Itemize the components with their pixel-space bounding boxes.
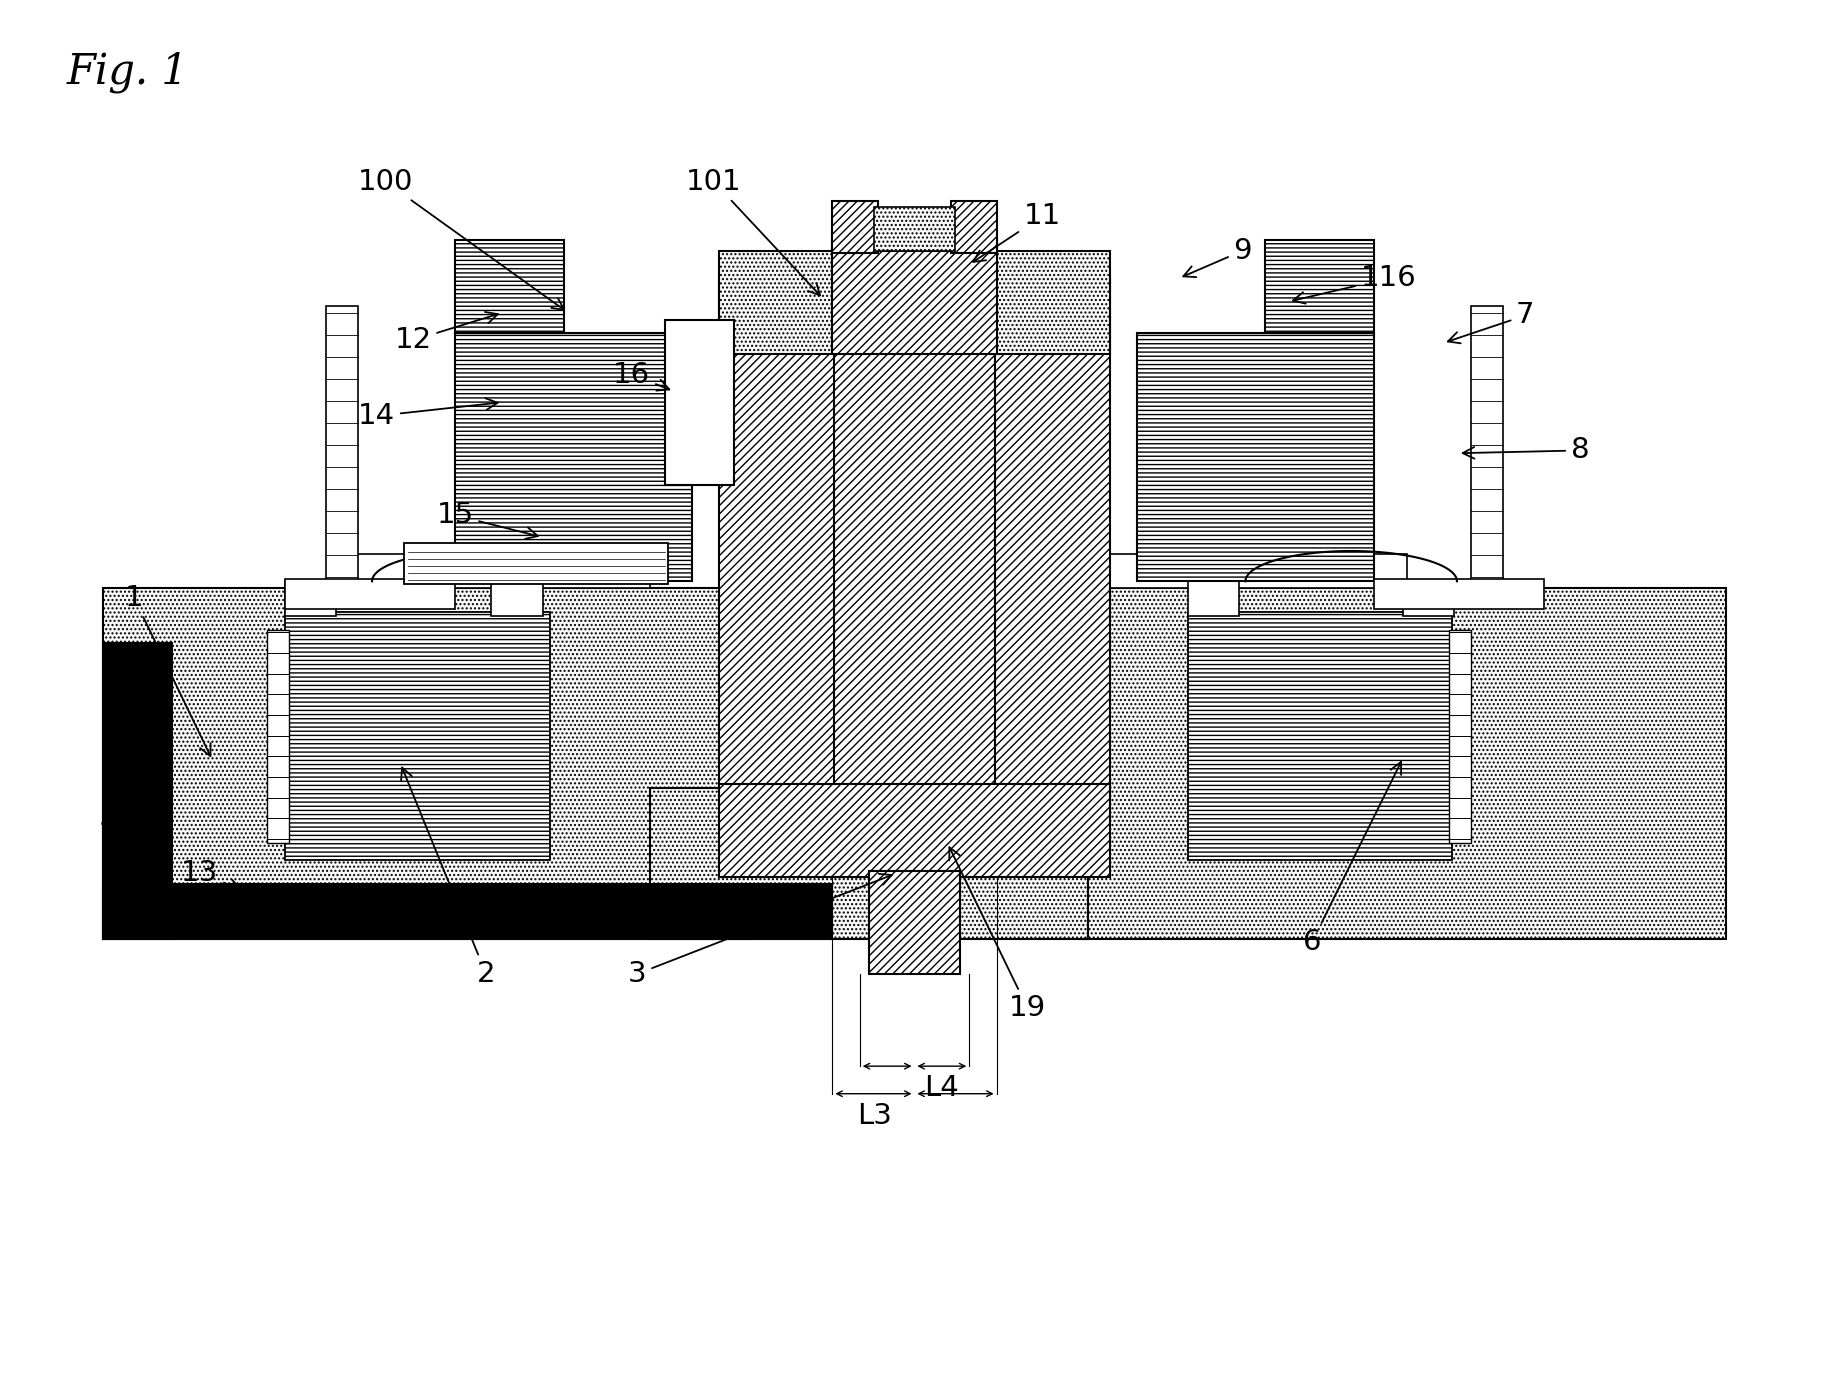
Bar [404,542,668,584]
Bar [719,278,834,788]
Bar [326,306,358,581]
Bar [1471,306,1503,581]
Bar [285,581,337,615]
Bar [1189,611,1452,860]
Text: 7: 7 [1449,301,1535,343]
Bar [492,581,543,615]
Bar [102,643,172,939]
Text: 13: 13 [181,859,241,891]
Bar [102,884,832,939]
Text: 14: 14 [358,398,497,430]
Bar [1079,588,1727,939]
Text: 4: 4 [99,808,117,837]
Bar [1264,239,1374,333]
Bar [1374,578,1544,609]
Text: 101: 101 [686,167,819,296]
Text: 12: 12 [395,313,497,354]
Bar [951,201,997,253]
Text: L3: L3 [858,1102,893,1130]
Bar [719,250,838,354]
Text: 15: 15 [437,501,538,539]
Text: 9: 9 [1183,236,1253,277]
Bar [832,250,997,354]
Text: 8: 8 [1463,437,1589,465]
Bar [267,629,289,844]
Text: 1: 1 [124,584,210,757]
Text: L4: L4 [924,1075,958,1102]
Text: 2: 2 [401,768,496,987]
Bar [1189,581,1238,615]
Bar [331,553,649,588]
Text: 19: 19 [949,848,1046,1022]
Text: 16: 16 [613,361,669,390]
Text: 100: 100 [358,167,563,310]
Bar [1449,629,1471,844]
Bar [1403,581,1454,615]
Bar [455,333,691,581]
Bar [995,278,1110,788]
Bar [832,201,878,253]
Bar [874,206,955,250]
Text: 11: 11 [973,202,1061,261]
Bar [285,611,551,860]
Text: 116: 116 [1293,264,1416,304]
Bar [719,784,1110,877]
Bar [1088,553,1407,588]
Bar [869,870,960,974]
Text: 3: 3 [627,874,893,987]
Bar [832,236,997,877]
Bar [649,788,1088,939]
Bar [285,578,455,609]
Bar [455,239,565,333]
Bar [991,250,1110,354]
Bar [1138,333,1374,581]
Bar [664,319,733,485]
Text: Fig. 1: Fig. 1 [66,51,188,93]
Bar [102,588,750,939]
Text: 6: 6 [1302,762,1401,956]
